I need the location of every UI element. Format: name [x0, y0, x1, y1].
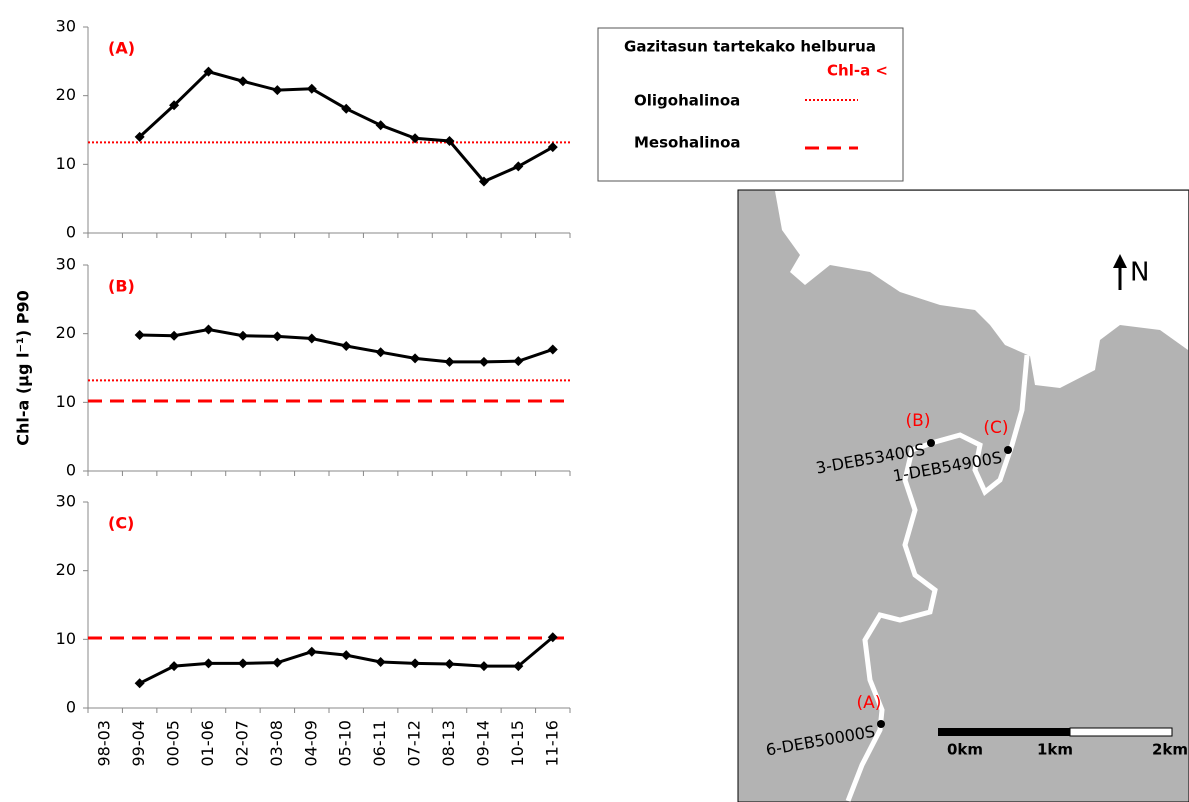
data-point — [547, 344, 558, 355]
x-tick-label: 98-03 — [95, 720, 114, 767]
map-river — [845, 354, 1030, 802]
legend-label: Mesohalinoa — [634, 134, 741, 152]
north-arrow-head — [1113, 254, 1127, 268]
y-tick-label: 10 — [56, 154, 76, 173]
data-point — [513, 356, 524, 367]
map-sea — [775, 191, 1188, 388]
map: N 0km 1km 2km (B) 3-DEB53400S (C) 1-DEB5… — [737, 189, 1189, 802]
data-point — [444, 135, 455, 146]
data-point — [375, 347, 386, 358]
y-tick-label: 20 — [56, 560, 76, 579]
legend-label: Oligohalinoa — [634, 92, 740, 110]
y-tick-label: 10 — [56, 629, 76, 648]
y-tick-label: 30 — [56, 17, 76, 36]
x-tick-label: 03-08 — [267, 720, 286, 767]
data-point — [410, 133, 421, 144]
data-point — [306, 333, 317, 344]
data-point — [375, 656, 386, 667]
x-tick-label: 11-16 — [542, 720, 561, 767]
scale-label: 2km — [1152, 741, 1188, 759]
y-tick-label: 10 — [56, 392, 76, 411]
data-point — [478, 661, 489, 672]
scale-label: 0km — [947, 741, 983, 759]
station-letter: (C) — [983, 418, 1008, 438]
data-point — [169, 661, 180, 672]
data-point — [375, 120, 386, 131]
x-tick-label: 04-09 — [301, 720, 320, 767]
data-point — [203, 324, 214, 335]
y-tick-label: 0 — [66, 223, 76, 242]
data-point — [410, 353, 421, 364]
data-point — [341, 103, 352, 114]
x-tick-label: 05-10 — [336, 720, 355, 767]
station-letter: (A) — [857, 693, 882, 713]
data-point — [341, 341, 352, 352]
station — [1004, 446, 1012, 454]
x-tick-label: 01-06 — [198, 720, 217, 767]
x-tick-label: 07-12 — [405, 720, 424, 767]
scale-bar — [938, 728, 1070, 736]
series-line — [138, 69, 554, 184]
data-point — [272, 331, 283, 342]
x-tick-label: 08-13 — [439, 720, 458, 767]
data-point — [134, 678, 145, 689]
data-point — [272, 657, 283, 668]
data-point — [478, 176, 489, 187]
data-point — [169, 100, 180, 111]
data-point — [478, 356, 489, 367]
panel-title: (B) — [108, 277, 135, 296]
legend: Gazitasun tartekako helburua Chl-a < — [597, 27, 904, 182]
data-point — [203, 66, 214, 77]
x-tick-label: 02-07 — [232, 720, 251, 767]
y-tick-label: 0 — [66, 461, 76, 480]
series-line — [138, 636, 554, 685]
legend-title: Gazitasun tartekako helburua — [624, 38, 876, 56]
data-point — [306, 646, 317, 657]
station — [877, 720, 885, 728]
data-point — [203, 658, 214, 669]
data-point — [444, 659, 455, 670]
data-point — [237, 658, 248, 669]
y-tick-label: 20 — [56, 85, 76, 104]
data-point — [134, 330, 145, 341]
x-tick-label: 06-11 — [370, 720, 389, 767]
y-axis-label: Chl-a (µg l⁻¹) P90 — [14, 290, 33, 446]
data-point — [444, 356, 455, 367]
station-letter: (B) — [906, 411, 931, 431]
data-point — [169, 330, 180, 341]
legend-box — [597, 27, 904, 182]
x-tick-label: 10-15 — [508, 720, 527, 767]
north-label: N — [1130, 258, 1149, 288]
data-point — [134, 131, 145, 142]
y-tick-label: 30 — [56, 492, 76, 511]
data-point — [547, 632, 558, 643]
data-point — [341, 650, 352, 661]
data-point — [306, 83, 317, 94]
data-point — [547, 142, 558, 153]
y-tick-label: 0 — [66, 698, 76, 717]
legend-subtitle: Chl-a < — [827, 62, 888, 80]
scale-label: 1km — [1037, 741, 1073, 759]
data-point — [410, 658, 421, 669]
panel-title: (C) — [108, 514, 134, 533]
x-tick-label: 00-05 — [164, 720, 183, 767]
data-point — [237, 76, 248, 87]
station — [927, 439, 935, 447]
data-point — [513, 161, 524, 172]
x-tick-label: 99-04 — [129, 720, 148, 767]
scale-bar — [1069, 727, 1173, 737]
x-tick-label: 09-14 — [473, 720, 492, 767]
y-tick-label: 30 — [56, 255, 76, 274]
panel-title: (A) — [108, 39, 135, 58]
data-point — [237, 330, 248, 341]
data-point — [272, 85, 283, 96]
y-tick-label: 20 — [56, 323, 76, 342]
data-point — [513, 661, 524, 672]
